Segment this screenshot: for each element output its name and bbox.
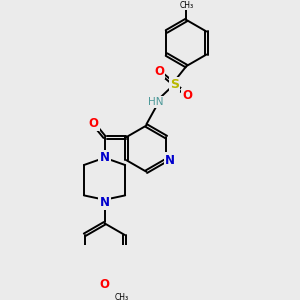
Text: N: N	[100, 151, 110, 164]
Text: O: O	[182, 89, 192, 102]
Text: O: O	[154, 65, 164, 78]
Text: O: O	[100, 278, 110, 290]
Text: HN: HN	[148, 97, 163, 107]
Text: O: O	[88, 117, 99, 130]
Text: CH₃: CH₃	[115, 293, 129, 300]
Text: CH₃: CH₃	[179, 1, 194, 10]
Text: S: S	[170, 78, 179, 91]
Text: N: N	[165, 154, 175, 167]
Text: N: N	[100, 196, 110, 209]
